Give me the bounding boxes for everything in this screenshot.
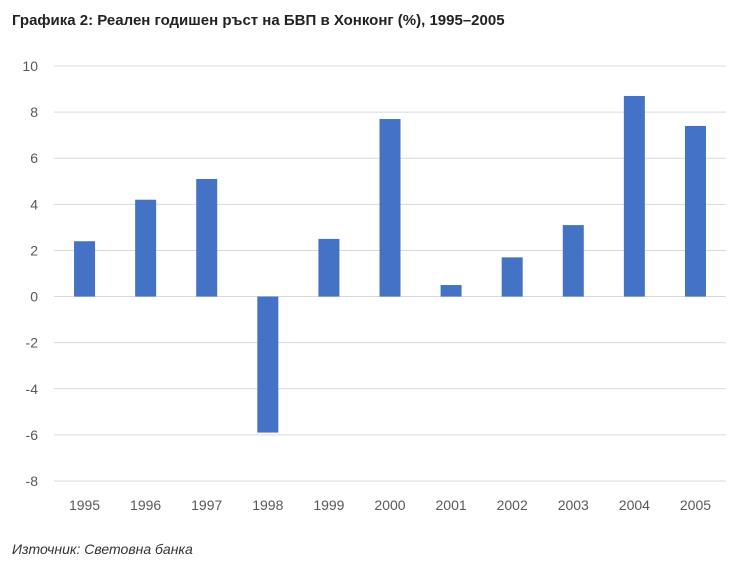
y-tick-label: -4 [26,381,39,397]
bar-2004 [623,95,645,297]
x-tick-label: 1997 [191,497,222,513]
x-tick-label: 2000 [374,497,405,513]
x-tick-label: 2003 [558,497,589,513]
y-tick-label: 10 [22,58,38,74]
y-tick-label: 4 [30,196,38,212]
bar-1998 [257,296,279,433]
x-tick-label: 1995 [69,497,100,513]
x-tick-label: 2005 [680,497,711,513]
y-tick-label: -6 [26,427,39,443]
bar-1997 [196,178,218,297]
x-tick-label: 1996 [130,497,161,513]
x-tick-label: 1999 [313,497,344,513]
y-tick-label: -8 [26,473,39,489]
x-tick-label: 2001 [436,497,467,513]
x-tick-label: 2002 [497,497,528,513]
x-tick-label: 2004 [619,497,650,513]
bar-2005 [684,125,706,297]
y-tick-label: -2 [26,335,39,351]
bar-2002 [501,257,523,297]
bar-2001 [440,285,462,297]
y-tick-label: 6 [30,150,38,166]
bar-1999 [318,238,340,297]
chart-title: Графика 2: Реален годишен ръст на БВП в … [12,12,505,29]
source-note: Източник: Световна банка [12,541,193,557]
x-tick-label: 1998 [252,497,283,513]
bar-1995 [74,241,96,297]
y-tick-label: 2 [30,242,38,258]
y-tick-label: 8 [30,104,38,120]
bar-2000 [379,119,401,297]
bar-1996 [135,199,157,297]
y-tick-label: 0 [30,289,38,305]
bar-2003 [562,225,584,297]
